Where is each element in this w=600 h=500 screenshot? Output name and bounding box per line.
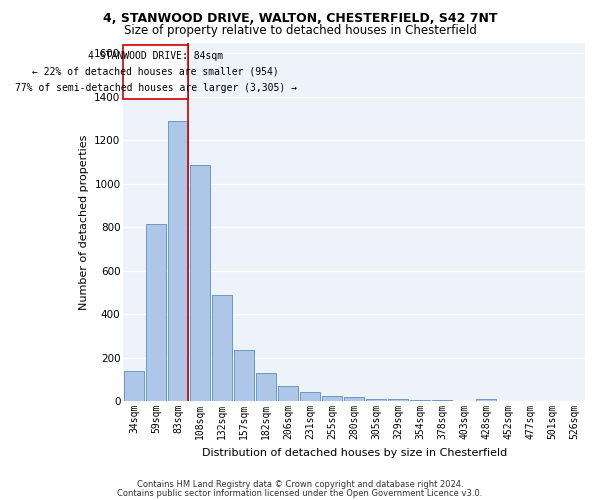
Y-axis label: Number of detached properties: Number of detached properties	[79, 134, 89, 310]
Bar	[235, 350, 254, 401]
Bar	[366, 398, 386, 401]
Text: ← 22% of detached houses are smaller (954): ← 22% of detached houses are smaller (95…	[32, 67, 279, 77]
Bar	[432, 400, 452, 401]
Text: 4 STANWOOD DRIVE: 84sqm: 4 STANWOOD DRIVE: 84sqm	[88, 50, 223, 60]
Text: Contains HM Land Registry data © Crown copyright and database right 2024.: Contains HM Land Registry data © Crown c…	[137, 480, 463, 489]
Bar	[322, 396, 342, 401]
Bar	[410, 400, 430, 401]
Bar	[476, 399, 496, 401]
Bar	[301, 392, 320, 401]
Bar	[190, 166, 210, 401]
Bar	[169, 120, 188, 401]
Text: 77% of semi-detached houses are larger (3,305) →: 77% of semi-detached houses are larger (…	[15, 83, 297, 93]
X-axis label: Distribution of detached houses by size in Chesterfield: Distribution of detached houses by size …	[202, 448, 507, 458]
Bar	[212, 294, 232, 401]
Bar	[124, 370, 144, 401]
Text: 4, STANWOOD DRIVE, WALTON, CHESTERFIELD, S42 7NT: 4, STANWOOD DRIVE, WALTON, CHESTERFIELD,…	[103, 12, 497, 26]
Bar	[388, 400, 408, 401]
Bar	[146, 224, 166, 401]
Bar	[278, 386, 298, 401]
Bar	[256, 373, 276, 401]
Text: Contains public sector information licensed under the Open Government Licence v3: Contains public sector information licen…	[118, 488, 482, 498]
Bar	[344, 397, 364, 401]
Text: Size of property relative to detached houses in Chesterfield: Size of property relative to detached ho…	[124, 24, 476, 37]
Bar	[124, 44, 188, 99]
